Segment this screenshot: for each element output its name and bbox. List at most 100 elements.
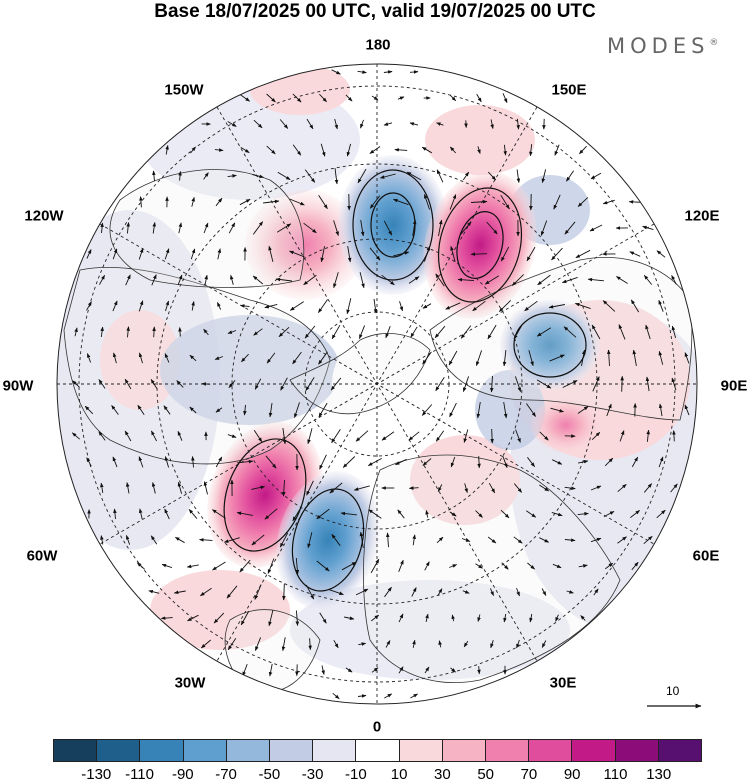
wind-vector: [189, 406, 197, 414]
wind-vector: [213, 612, 225, 624]
wind-vector: [333, 272, 339, 289]
wind-vector: [513, 536, 523, 544]
wind-vector: [281, 479, 286, 497]
wind-vector: [578, 564, 588, 568]
wind-vector: [484, 275, 500, 285]
wind-vector: [406, 171, 422, 181]
wind-vector: [500, 194, 510, 210]
wind-vector: [329, 482, 343, 494]
wind-vector: [397, 96, 405, 100]
wind-vector: [671, 275, 677, 285]
wind-vector: [359, 272, 365, 289]
wind-vector: [424, 561, 430, 571]
wind-vector: [408, 431, 420, 441]
wind-vector: [448, 350, 458, 366]
wind-vector: [100, 482, 104, 493]
wind-vector: [423, 245, 431, 262]
wind-vector: [422, 351, 432, 365]
wind-vector: [451, 614, 455, 622]
wind-vector: [618, 324, 626, 340]
wind-vector: [239, 559, 251, 573]
wind-vector: [263, 199, 280, 204]
wind-vector: [86, 457, 92, 467]
wind-vector: [164, 456, 170, 468]
wind-vector: [529, 613, 533, 623]
wind-vector: [643, 275, 653, 285]
wind-vector: [112, 456, 118, 468]
wind-vector: [553, 194, 561, 210]
wind-vector: [500, 246, 510, 262]
colorbar-tick-label: 70: [520, 766, 538, 783]
wind-vector: [98, 379, 106, 389]
wind-vector: [333, 639, 339, 649]
wind-vector: [359, 531, 364, 548]
wind-vector: [191, 196, 195, 207]
graticule: [57, 64, 697, 704]
wind-vector: [381, 431, 395, 441]
colorbar-cell: [486, 740, 530, 761]
wind-vector: [472, 300, 486, 312]
wind-vector: [579, 145, 587, 155]
wind-vector: [268, 663, 273, 677]
wind-vector: [383, 70, 393, 74]
wind-vector: [266, 93, 276, 103]
wind-vector: [125, 274, 131, 286]
wind-vector: [334, 118, 339, 130]
wind-vector: [580, 615, 586, 621]
wind-vector: [294, 402, 300, 419]
wind-vector: [189, 354, 197, 362]
wind-vector: [201, 382, 211, 386]
wind-vector: [643, 483, 653, 493]
wind-vector: [438, 219, 443, 236]
wind-vector: [578, 460, 589, 464]
wind-vector: [230, 274, 234, 285]
wind-vector: [554, 144, 560, 156]
wind-vector: [138, 300, 144, 312]
lon-label-30e: 30E: [549, 674, 577, 692]
wind-vector: [630, 510, 640, 518]
wind-vector: [564, 221, 576, 235]
wind-vector: [460, 221, 472, 235]
wind-vector: [450, 245, 456, 262]
wind-vector: [99, 274, 105, 285]
wind-vector: [319, 93, 327, 103]
wind-vector: [617, 483, 627, 493]
wind-vector: [577, 512, 589, 516]
wind-vector: [358, 642, 367, 646]
wind-vector: [318, 351, 328, 365]
wind-vector: [470, 252, 488, 256]
wind-vector: [227, 121, 237, 127]
wind-vector: [151, 274, 157, 286]
colorbar-cell: [399, 740, 443, 761]
wind-vector: [150, 379, 158, 389]
wind-vector: [423, 193, 431, 210]
wind-vector: [575, 249, 591, 259]
wind-vector: [502, 93, 508, 104]
wind-vector: [591, 431, 601, 441]
wind-vector: [240, 304, 250, 308]
wind-vector: [462, 171, 470, 181]
wind-vector: [319, 454, 327, 470]
wind-vector: [280, 377, 288, 391]
wind-vector: [295, 610, 300, 626]
wind-vector: [564, 486, 576, 490]
modes-logo: MODES®: [607, 34, 718, 58]
wind-vector: [188, 509, 198, 519]
wind-vector: [541, 169, 547, 184]
wind-vector: [289, 301, 304, 311]
lon-label-150e: 150E: [551, 81, 587, 99]
wind-vector: [551, 511, 563, 517]
wind-vector: [357, 694, 367, 698]
wind-vector: [603, 511, 615, 517]
colorbar-tick-label: -30: [301, 766, 324, 783]
wind-vector: [435, 273, 445, 287]
wind-vector: [252, 221, 264, 235]
wind-vector: [528, 350, 534, 367]
wind-vector: [602, 300, 616, 312]
lon-label-90e: 90E: [720, 377, 748, 395]
wind-vector: [393, 198, 409, 206]
colorbar-tick-label: -130: [81, 766, 112, 783]
wind-vector: [526, 510, 537, 518]
wind-vector: [486, 221, 498, 235]
wind-vector: [203, 328, 209, 336]
